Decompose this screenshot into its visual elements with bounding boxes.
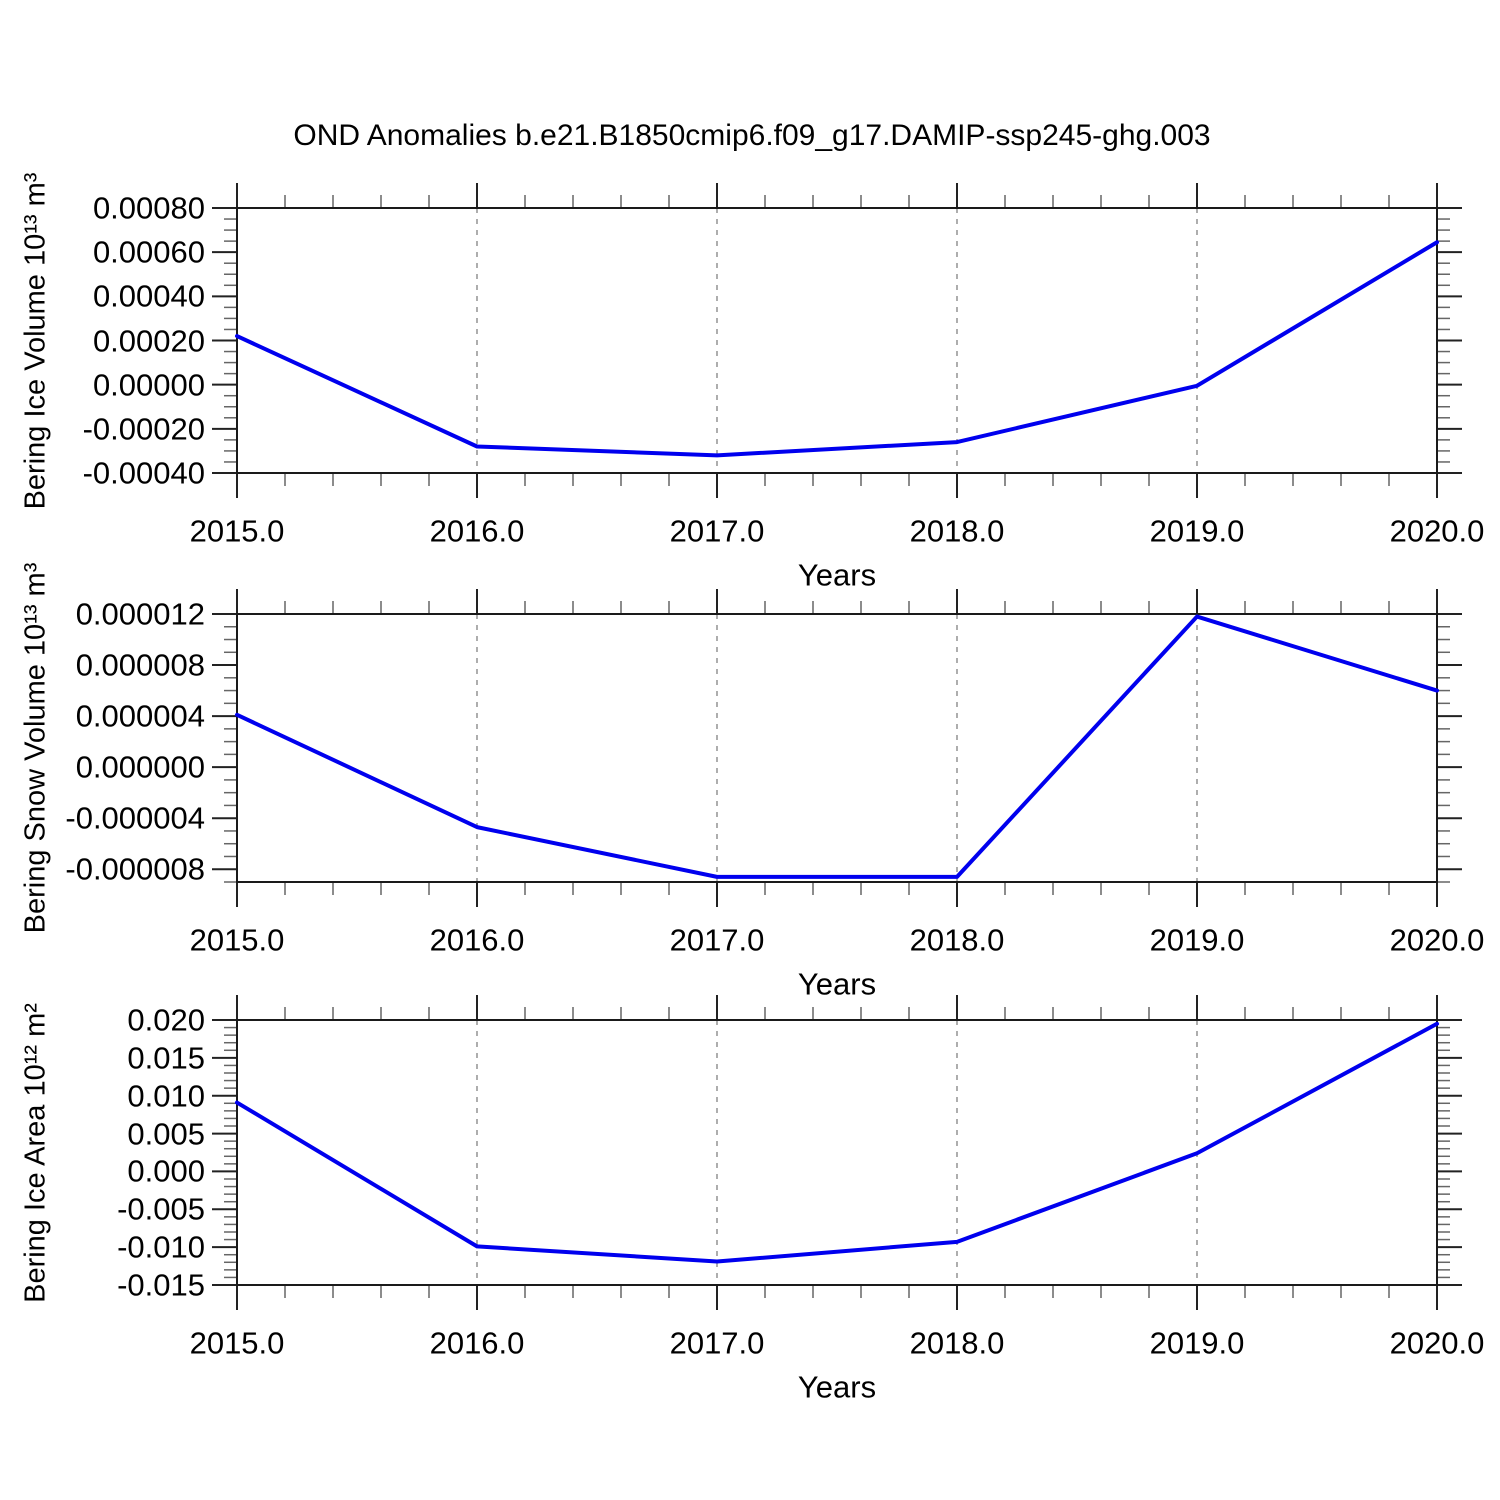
x-tick-label: 2019.0 xyxy=(1149,1325,1245,1361)
x-tick-label: 2016.0 xyxy=(429,922,525,958)
y-tick-label: 0.00020 xyxy=(92,323,205,358)
x-axis-title: Years xyxy=(797,966,877,1002)
y-axis-title-bering-ice-volume: Bering Ice Volume 10¹³ m³ xyxy=(19,172,52,509)
x-tick-label: 2015.0 xyxy=(189,513,285,549)
x-tick-label: 2015.0 xyxy=(189,922,285,958)
y-tick-label: 0.015 xyxy=(127,1040,205,1076)
y-axis-title-bering-ice-area: Bering Ice Area 10¹² m² xyxy=(19,1002,52,1303)
y-tick-label: 0.000012 xyxy=(75,596,205,632)
x-tick-label: 2018.0 xyxy=(909,1325,1005,1361)
x-tick-label: 2017.0 xyxy=(669,922,765,958)
y-tick-label: -0.00020 xyxy=(82,411,205,447)
y-tick-label: 0.000008 xyxy=(75,647,205,683)
y-tick-label: -0.000004 xyxy=(65,800,205,836)
x-tick-label: 2020.0 xyxy=(1389,922,1485,958)
plot-frame xyxy=(236,1019,1438,1286)
y-tick-label: 0.010 xyxy=(127,1078,205,1114)
y-axis-title-bering-snow-volume: Bering Snow Volume 10¹³ m³ xyxy=(19,562,52,934)
y-tick-label: 0.000000 xyxy=(75,749,205,785)
y-tick-label: -0.00040 xyxy=(82,455,205,491)
x-tick-label: 2019.0 xyxy=(1149,922,1245,958)
y-tick-label: -0.015 xyxy=(117,1267,205,1303)
y-tick-label: 0.00000 xyxy=(92,367,205,403)
y-tick-label: 0.00040 xyxy=(92,278,205,314)
x-tick-label: 2016.0 xyxy=(429,513,525,549)
figure-title: OND Anomalies b.e21.B1850cmip6.f09_g17.D… xyxy=(293,119,1211,152)
x-tick-label: 2015.0 xyxy=(189,1325,285,1361)
x-tick-label: 2018.0 xyxy=(909,513,1005,549)
y-tick-label: -0.005 xyxy=(117,1191,205,1227)
plot-frame xyxy=(236,613,1438,883)
y-tick-label: 0.00060 xyxy=(92,234,205,270)
x-tick-label: 2017.0 xyxy=(669,513,765,549)
x-tick-label: 2019.0 xyxy=(1149,513,1245,549)
y-tick-label: 0.000004 xyxy=(75,698,205,734)
x-axis-title: Years xyxy=(797,557,877,593)
data-line-bering-ice-area xyxy=(235,1021,1439,1264)
x-tick-label: 2020.0 xyxy=(1389,1325,1485,1361)
x-tick-label: 2017.0 xyxy=(669,1325,765,1361)
x-tick-label: 2020.0 xyxy=(1389,513,1485,549)
y-tick-label: 0.00080 xyxy=(92,190,205,226)
y-tick-label: 0.020 xyxy=(127,1002,205,1038)
y-tick-label: -0.010 xyxy=(117,1229,205,1265)
x-tick-label: 2016.0 xyxy=(429,1325,525,1361)
y-tick-label: 0.000 xyxy=(127,1153,205,1189)
x-axis-title: Years xyxy=(797,1369,877,1405)
y-tick-label: -0.000008 xyxy=(65,851,205,887)
plot-frame xyxy=(236,207,1438,474)
x-tick-label: 2018.0 xyxy=(909,922,1005,958)
y-tick-label: 0.005 xyxy=(127,1116,205,1152)
data-line-bering-ice-volume xyxy=(235,240,1439,458)
data-line-bering-snow-volume xyxy=(235,614,1439,879)
